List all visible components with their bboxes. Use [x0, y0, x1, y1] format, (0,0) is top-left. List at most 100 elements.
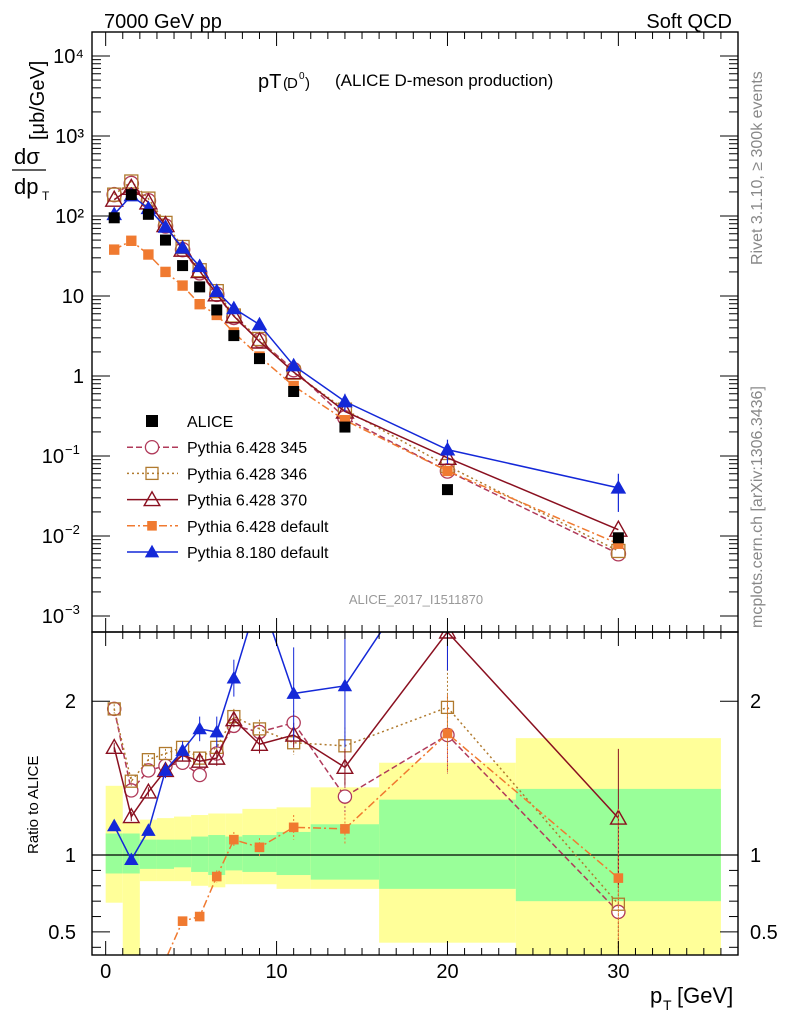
header-right: Soft QCD — [646, 11, 732, 33]
chart-title: pT D 0 (ALICE D-meson production) ( ) — [258, 71, 553, 93]
y-tick-label: 10² — [55, 206, 84, 228]
point-marker — [105, 738, 124, 755]
y-tick-label-exponent: −3 — [65, 602, 80, 617]
y-tick-label: 10 — [42, 606, 64, 628]
stat-uncertainty-band — [191, 836, 209, 872]
y-label-frac-den: dp — [14, 174, 38, 199]
stat-uncertainty-band — [156, 839, 175, 869]
point-marker — [159, 234, 171, 246]
x-axis-label: p T [GeV] — [650, 983, 733, 1013]
y-tick-label: 10 — [62, 286, 84, 308]
point-marker — [610, 480, 627, 494]
ratio-pythia-6-428-default — [160, 695, 624, 955]
point-marker — [442, 728, 453, 739]
point-marker — [612, 532, 624, 544]
point-marker — [337, 678, 353, 692]
legend-entry: ALICE — [146, 414, 233, 431]
point-marker — [335, 758, 354, 775]
point-marker — [141, 753, 156, 767]
point-marker — [613, 538, 624, 549]
point-marker — [613, 873, 624, 883]
y-tick-label: 10³ — [55, 126, 84, 148]
point-marker — [194, 281, 206, 293]
point-marker — [286, 686, 301, 699]
legend-label: Pythia 8.180 default — [187, 545, 329, 562]
point-marker — [160, 266, 171, 278]
point-marker — [285, 357, 302, 372]
title-main: pT — [258, 71, 281, 93]
point-marker — [147, 521, 157, 531]
point-marker — [142, 208, 154, 220]
stat-uncertainty-band — [276, 831, 311, 876]
x-tick-label: 10 — [265, 961, 287, 983]
ratio-frame — [91, 631, 739, 956]
point-marker — [437, 447, 458, 465]
y-axis-label-ratio: Ratio to ALICE — [25, 756, 42, 854]
point-marker — [609, 808, 628, 825]
point-marker — [174, 240, 191, 254]
point-marker — [139, 782, 158, 799]
legend-entry: Pythia 6.428 345 — [127, 439, 307, 457]
ratio-y-tick-label-left: 2 — [65, 691, 76, 713]
x-label-unit: [GeV] — [677, 983, 733, 1008]
ratio-pythia-8-180-default — [107, 632, 448, 866]
point-marker — [337, 789, 353, 804]
point-marker — [288, 380, 299, 392]
point-marker — [207, 748, 226, 765]
stat-uncertainty-band — [105, 833, 123, 874]
y-tick-label: 10⁴ — [53, 46, 84, 68]
y-tick-label: 10 — [42, 446, 64, 468]
point-marker — [191, 258, 208, 273]
point-marker — [440, 700, 455, 715]
ratio-y-tick-label-right: 2 — [750, 691, 761, 713]
ratio-y-tick-label-left: 1 — [65, 845, 76, 867]
y-axis-label-main: dσ dp T [μb/GeV] — [12, 61, 50, 203]
point-marker — [122, 807, 141, 824]
point-marker — [104, 189, 124, 207]
point-marker — [158, 746, 173, 761]
point-marker — [251, 316, 268, 331]
point-marker — [141, 823, 156, 836]
y-tick-label-exponent: −2 — [65, 522, 80, 537]
title-rest: (ALICE D-meson production) — [335, 71, 553, 90]
title-sup: 0 — [299, 71, 305, 82]
point-marker — [144, 544, 160, 558]
stat-uncertainty-band — [225, 836, 243, 871]
ratio-y-tick-label-right: 0.5 — [750, 922, 778, 944]
point-marker — [249, 331, 270, 349]
series-alice — [108, 189, 624, 544]
point-marker — [253, 353, 265, 365]
point-marker — [192, 767, 207, 783]
title-sub: D — [287, 75, 298, 92]
x-tick-label: 20 — [436, 961, 458, 983]
ratio-y-tick-label-left: 0.5 — [48, 922, 76, 944]
point-marker — [337, 393, 353, 408]
point-marker — [211, 304, 223, 316]
point-marker — [143, 249, 154, 260]
ratio-y-tick-label-right: 1 — [750, 845, 761, 867]
legend-entry: Pythia 6.428 346 — [127, 466, 307, 483]
analysis-id: ALICE_2017_I1511870 — [349, 592, 483, 607]
point-marker — [288, 822, 299, 833]
header-left: 7000 GeV pp — [104, 11, 222, 33]
mcplots-label: mcplots.cern.ch [arXiv:1306.3436] — [749, 386, 766, 628]
point-marker — [288, 386, 300, 398]
point-marker — [228, 330, 240, 342]
point-marker — [109, 244, 120, 255]
point-marker — [339, 421, 351, 433]
point-marker — [143, 490, 161, 507]
point-marker — [250, 735, 269, 751]
point-marker — [124, 774, 138, 788]
stat-uncertainty-band — [174, 839, 192, 868]
y-tick-label-exponent: −1 — [65, 442, 80, 457]
legend-entry: Pythia 8.180 default — [127, 544, 329, 562]
x-tick-label: 0 — [100, 961, 111, 983]
title-paren-open: ( — [283, 75, 288, 92]
point-marker — [146, 415, 158, 427]
point-marker — [252, 722, 267, 736]
x-tick-label: 30 — [607, 961, 629, 983]
point-marker — [254, 842, 265, 853]
legend-entry: Pythia 6.428 default — [127, 519, 329, 536]
